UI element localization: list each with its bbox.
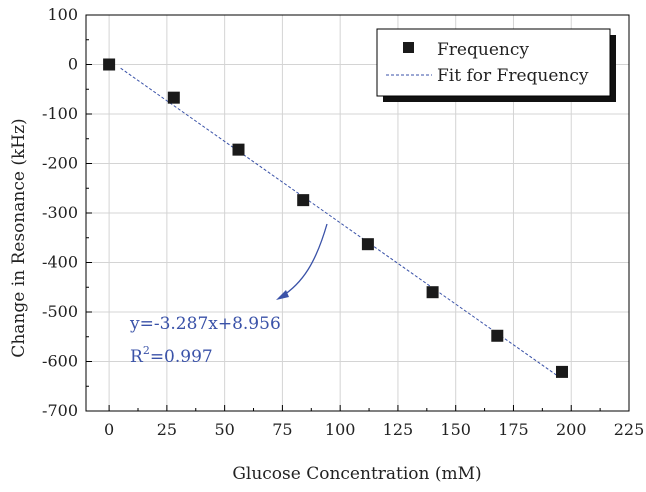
- legend: Frequency Fit for Frequency: [376, 28, 616, 102]
- fit-annotation: y=-3.287x+8.956 R2=0.997: [129, 223, 328, 367]
- y-tick-label: -700: [42, 401, 78, 420]
- r-squared: R2=0.997: [130, 344, 213, 367]
- legend-label-frequency: Frequency: [437, 40, 529, 60]
- fit-line-layer: [120, 67, 560, 378]
- y-tick-label: -200: [42, 154, 78, 173]
- fit-line: [120, 67, 560, 378]
- data-point: [232, 143, 245, 156]
- fit-equation: y=-3.287x+8.956: [129, 314, 281, 334]
- y-axis-label: Change in Resonance (kHz): [9, 118, 29, 357]
- legend-label-fit: Fit for Frequency: [437, 66, 589, 86]
- x-tick-label: 175: [498, 420, 529, 439]
- legend-box: [376, 28, 611, 97]
- axis-ticks: [86, 14, 630, 412]
- y-tick-label: -600: [42, 352, 78, 371]
- legend-marker-frequency: [403, 42, 414, 53]
- data-point: [361, 238, 374, 251]
- data-point: [103, 58, 116, 71]
- x-tick-label: 50: [214, 420, 234, 439]
- x-tick-labels: 0 25 50 75 100 125 150 175 200 225: [104, 420, 644, 439]
- x-tick-label: 200: [556, 420, 587, 439]
- data-point: [555, 365, 568, 378]
- x-tick-label: 75: [272, 420, 292, 439]
- y-tick-label: -500: [42, 302, 78, 321]
- r-squared-value: =0.997: [150, 347, 213, 367]
- y-tick-labels: 100 0 -100 -200 -300 -400 -500 -600 -700: [42, 5, 78, 420]
- y-tick-label: 0: [68, 55, 78, 74]
- r-squared-symbol: R: [130, 347, 144, 367]
- data-point: [167, 91, 180, 104]
- data-points: [103, 58, 568, 378]
- data-point: [426, 286, 439, 299]
- x-tick-label: 150: [440, 420, 471, 439]
- y-tick-label: -100: [42, 104, 78, 123]
- x-tick-label: 0: [104, 420, 114, 439]
- data-point: [297, 194, 310, 207]
- y-tick-label: -300: [42, 203, 78, 222]
- x-tick-label: 125: [383, 420, 414, 439]
- annotation-arrowhead: [276, 290, 289, 300]
- y-tick-label: -400: [42, 253, 78, 272]
- data-point: [491, 329, 504, 342]
- x-tick-label: 25: [157, 420, 177, 439]
- annotation-arrow: [280, 223, 328, 298]
- x-tick-label: 225: [614, 420, 645, 439]
- r-squared-superscript: 2: [143, 344, 150, 357]
- x-tick-label: 100: [325, 420, 356, 439]
- x-axis-label: Glucose Concentration (mM): [232, 464, 481, 484]
- y-tick-label: 100: [47, 5, 78, 24]
